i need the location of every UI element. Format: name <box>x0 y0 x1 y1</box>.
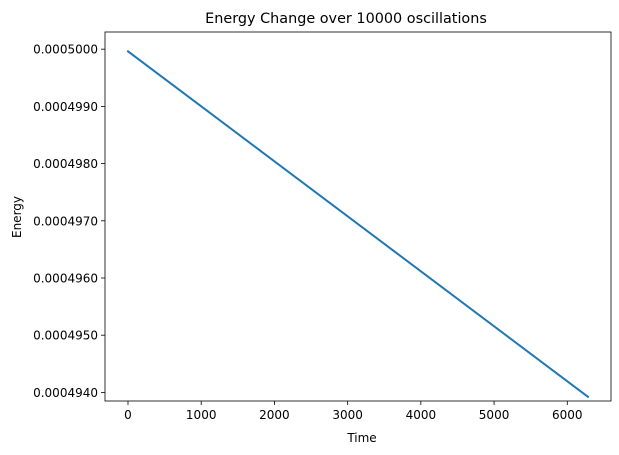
series-layer <box>126 49 590 399</box>
x-axis-label: Time <box>346 431 376 445</box>
y-tick-label: 0.0004960 <box>33 272 98 286</box>
plot-area-frame <box>104 31 612 402</box>
x-tick-label: 5000 <box>479 408 510 422</box>
x-tick-label: 2000 <box>259 408 290 422</box>
chart-title: Energy Change over 10000 oscillations <box>205 11 487 27</box>
series-line-0 <box>126 49 590 399</box>
y-axis-label: Energy <box>10 196 24 238</box>
y-tick-label: 0.0004940 <box>33 386 98 400</box>
y-tick-label: 0.0004980 <box>33 157 98 171</box>
y-tick-label: 0.0005000 <box>33 43 98 57</box>
x-tick-label: 3000 <box>332 408 363 422</box>
x-tick-label: 6000 <box>552 408 583 422</box>
x-tick-label: 1000 <box>186 408 217 422</box>
y-tick-label: 0.0004950 <box>33 329 98 343</box>
y-axis-ticks: 0.0004940 0.0004950 0.0004960 0.0004970 0.00… <box>33 43 105 400</box>
x-tick-label: 0 <box>124 408 132 422</box>
y-tick-label: 0.0004970 <box>33 214 98 228</box>
y-tick-label: 0.0004990 <box>33 100 98 114</box>
x-axis-ticks: 0 1000 2000 3000 4000 5000 6000 <box>124 401 583 422</box>
x-tick-label: 4000 <box>406 408 437 422</box>
